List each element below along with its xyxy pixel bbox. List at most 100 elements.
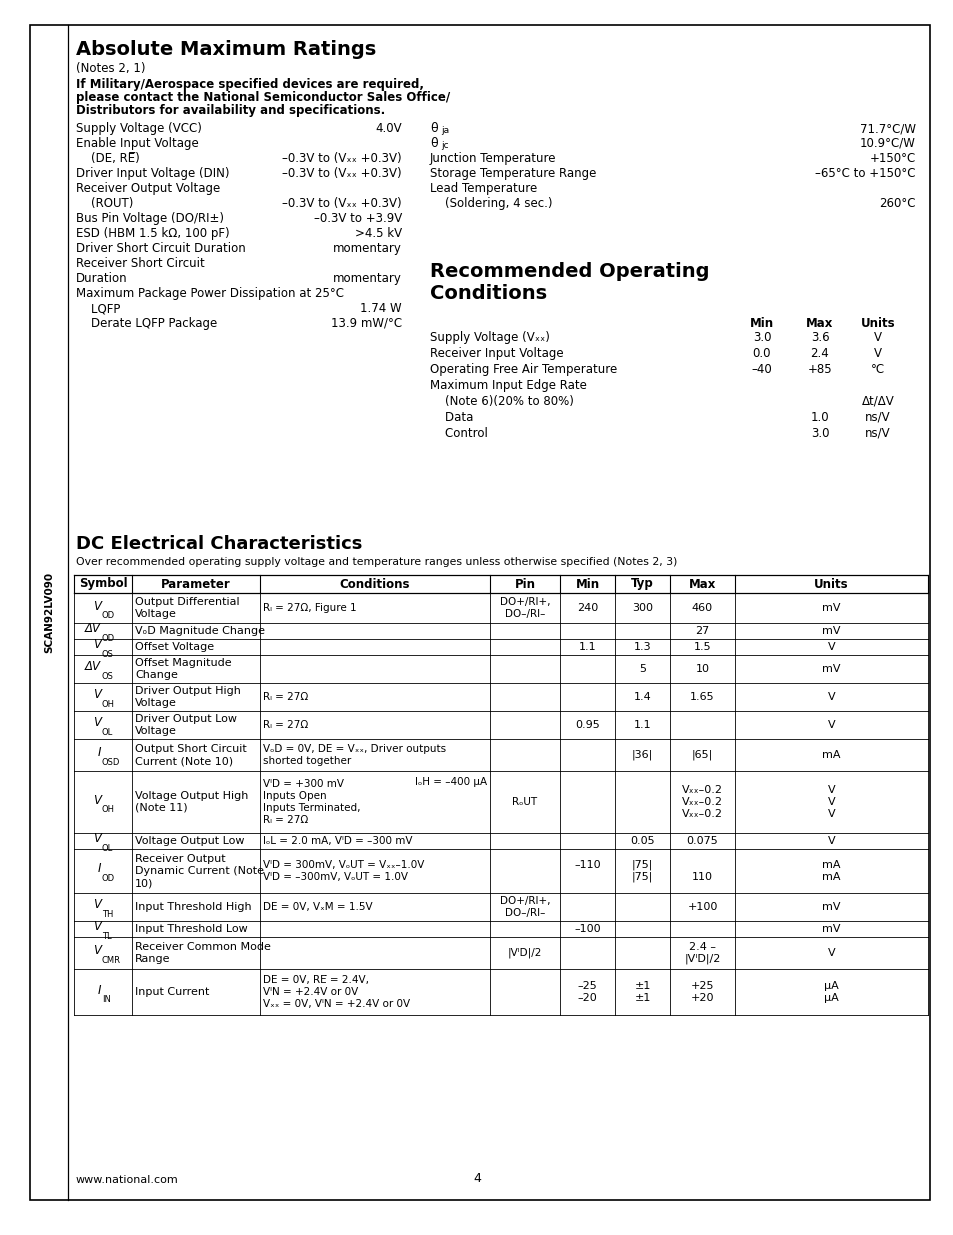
Text: Voltage Output High
(Note 11): Voltage Output High (Note 11)	[135, 790, 248, 813]
Text: 240: 240	[577, 603, 598, 613]
Text: Typ: Typ	[631, 578, 653, 590]
Text: OD: OD	[102, 611, 115, 620]
Text: Input Threshold Low: Input Threshold Low	[135, 924, 248, 934]
Text: ja: ja	[440, 126, 449, 135]
Text: μA
μA: μA μA	[823, 981, 838, 1003]
Text: 1.65: 1.65	[689, 692, 714, 701]
Text: OH: OH	[102, 700, 115, 709]
Text: Maximum Package Power Dissipation at 25°C: Maximum Package Power Dissipation at 25°…	[76, 287, 344, 300]
Text: +25
+20: +25 +20	[690, 981, 714, 1003]
Text: Absolute Maximum Ratings: Absolute Maximum Ratings	[76, 40, 375, 59]
Text: 460: 460	[691, 603, 712, 613]
Text: SCAN92LV090: SCAN92LV090	[44, 572, 54, 653]
Text: 4.0V: 4.0V	[375, 122, 401, 135]
Text: θ: θ	[430, 122, 437, 135]
Text: DO+/RI+,
DO–/RI–: DO+/RI+, DO–/RI–	[499, 597, 550, 619]
Text: |VᴵD|/2: |VᴵD|/2	[507, 947, 541, 958]
Text: 10: 10	[695, 664, 709, 674]
Text: Rₗ = 27Ω, Figure 1: Rₗ = 27Ω, Figure 1	[263, 603, 356, 613]
Text: ±1
±1: ±1 ±1	[634, 981, 650, 1003]
Text: –0.3V to (Vₓₓ +0.3V): –0.3V to (Vₓₓ +0.3V)	[282, 198, 401, 210]
Text: +150°C: +150°C	[869, 152, 915, 165]
Text: jc: jc	[440, 141, 448, 149]
Text: momentary: momentary	[333, 242, 401, 254]
Text: TH: TH	[102, 910, 113, 919]
Text: V: V	[873, 331, 882, 345]
Text: ns/V: ns/V	[864, 427, 890, 440]
Text: Offset Voltage: Offset Voltage	[135, 642, 213, 652]
Text: TL: TL	[102, 932, 112, 941]
Text: VₒD = 0V, DE = Vₓₓ, Driver outputs
shorted together: VₒD = 0V, DE = Vₓₓ, Driver outputs short…	[263, 743, 446, 766]
Text: Driver Short Circuit Duration: Driver Short Circuit Duration	[76, 242, 246, 254]
Text: momentary: momentary	[333, 272, 401, 285]
Text: OS: OS	[102, 672, 113, 680]
Text: Output Differential
Voltage: Output Differential Voltage	[135, 597, 239, 619]
Text: 0.05: 0.05	[630, 836, 654, 846]
Text: 71.7°C/W: 71.7°C/W	[859, 122, 915, 135]
Text: 2.4 –
|VᴵD|/2: 2.4 – |VᴵD|/2	[683, 942, 720, 965]
Text: 0.95: 0.95	[575, 720, 599, 730]
Text: +85: +85	[807, 363, 831, 375]
Text: Input Current: Input Current	[135, 987, 209, 997]
Text: Recommended Operating: Recommended Operating	[430, 262, 709, 282]
Text: Over recommended operating supply voltage and temperature ranges unless otherwis: Over recommended operating supply voltag…	[76, 557, 677, 567]
Text: Maximum Input Edge Rate: Maximum Input Edge Rate	[430, 379, 586, 391]
Text: –25
–20: –25 –20	[577, 981, 597, 1003]
Text: 10.9°C/W: 10.9°C/W	[860, 137, 915, 149]
Text: Min: Min	[749, 317, 773, 330]
Text: Driver Input Voltage (DIN): Driver Input Voltage (DIN)	[76, 167, 230, 180]
Text: 1.1: 1.1	[578, 642, 596, 652]
Text: Distributors for availability and specifications.: Distributors for availability and specif…	[76, 104, 385, 117]
Text: OS: OS	[102, 650, 113, 659]
Text: OL: OL	[102, 727, 113, 737]
Text: Voltage Output Low: Voltage Output Low	[135, 836, 244, 846]
Text: LQFP: LQFP	[76, 303, 120, 315]
Text: www.national.com: www.national.com	[76, 1174, 178, 1186]
Text: 2.4: 2.4	[810, 347, 828, 359]
Text: ns/V: ns/V	[864, 411, 890, 424]
Text: DE = 0V, VₓM = 1.5V: DE = 0V, VₓM = 1.5V	[263, 902, 373, 911]
Text: Receiver Output
Dynamic Current (Note
10): Receiver Output Dynamic Current (Note 10…	[135, 853, 264, 888]
Text: 1.4: 1.4	[633, 692, 651, 701]
Text: 110: 110	[691, 860, 712, 882]
Text: 0.075: 0.075	[686, 836, 718, 846]
Text: 1.5: 1.5	[693, 642, 711, 652]
Text: mV: mV	[821, 626, 840, 636]
Text: CMR: CMR	[102, 956, 121, 965]
Text: –0.3V to +3.9V: –0.3V to +3.9V	[314, 212, 401, 225]
Text: θ: θ	[430, 137, 437, 149]
Text: 3.0: 3.0	[810, 427, 828, 440]
Text: V
V
V: V V V	[827, 785, 835, 819]
Text: Junction Temperature: Junction Temperature	[430, 152, 556, 165]
Text: Receiver Input Voltage: Receiver Input Voltage	[430, 347, 563, 359]
Text: Receiver Short Circuit: Receiver Short Circuit	[76, 257, 205, 270]
Text: DO+/RI+,
DO–/RI–: DO+/RI+, DO–/RI–	[499, 897, 550, 918]
Text: OH: OH	[102, 805, 115, 814]
Text: Receiver Output Voltage: Receiver Output Voltage	[76, 182, 220, 195]
Text: V: V	[92, 920, 101, 934]
Text: 27: 27	[695, 626, 709, 636]
Text: V: V	[827, 948, 835, 958]
Text: Driver Output High
Voltage: Driver Output High Voltage	[135, 685, 240, 708]
Text: VₒD Magnitude Change: VₒD Magnitude Change	[135, 626, 265, 636]
Text: Duration: Duration	[76, 272, 128, 285]
Text: Control: Control	[430, 427, 487, 440]
Text: If Military/Aerospace specified devices are required,: If Military/Aerospace specified devices …	[76, 78, 423, 91]
Text: Storage Temperature Range: Storage Temperature Range	[430, 167, 596, 180]
Text: mV: mV	[821, 603, 840, 613]
Text: mV: mV	[821, 924, 840, 934]
Text: –0.3V to (Vₓₓ +0.3V): –0.3V to (Vₓₓ +0.3V)	[282, 167, 401, 180]
Text: Input Threshold High: Input Threshold High	[135, 902, 252, 911]
Text: please contact the National Semiconductor Sales Office/: please contact the National Semiconducto…	[76, 91, 450, 104]
Text: DE = 0V, RE̅ = 2.4V,
VᴵN = +2.4V or 0V
Vₓₓ = 0V, VᴵN = +2.4V or 0V: DE = 0V, RE̅ = 2.4V, VᴵN = +2.4V or 0V V…	[263, 974, 410, 1009]
Text: Max: Max	[688, 578, 716, 590]
Text: RₒUT: RₒUT	[512, 797, 537, 806]
Text: 3.0: 3.0	[752, 331, 770, 345]
Text: Symbol: Symbol	[78, 578, 127, 590]
Text: 260°C: 260°C	[879, 198, 915, 210]
Text: DC Electrical Characteristics: DC Electrical Characteristics	[76, 535, 362, 553]
Text: Units: Units	[813, 578, 848, 590]
Text: –110: –110	[574, 860, 600, 882]
Text: (Notes 2, 1): (Notes 2, 1)	[76, 62, 146, 75]
Text: –100: –100	[574, 924, 600, 934]
